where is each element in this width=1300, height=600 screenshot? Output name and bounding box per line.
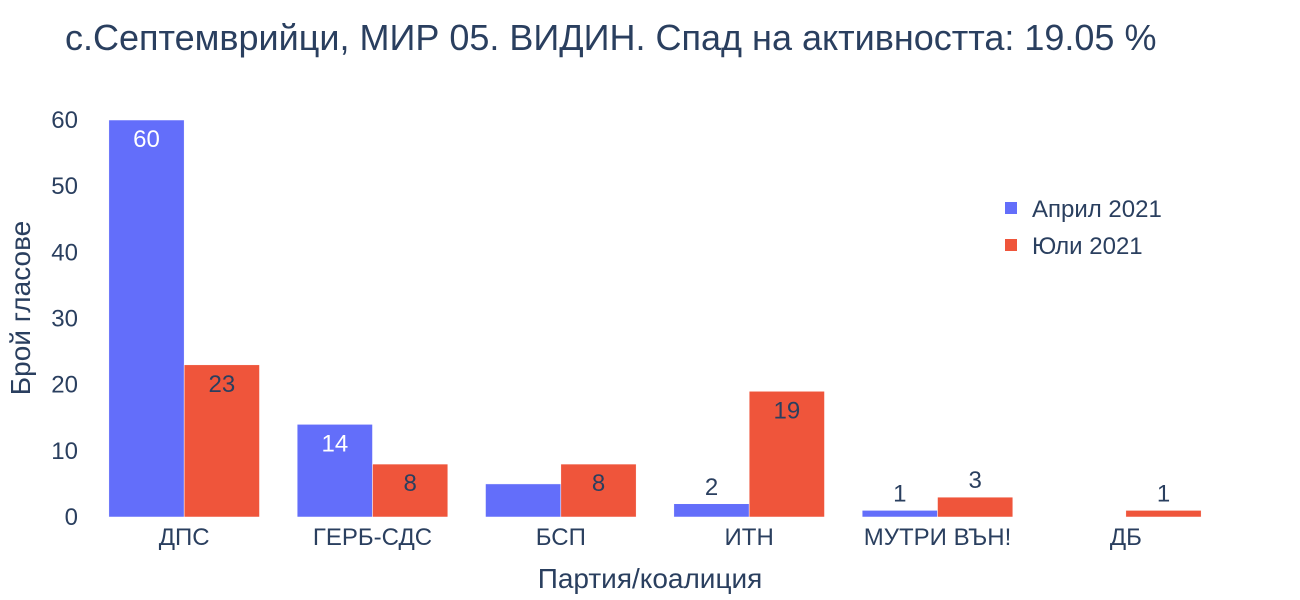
bar-labels: 60 14 5 2 1 23 8 8 19 3 1 [133,126,1170,507]
y-axis-ticks: 0 10 20 30 40 50 60 [51,107,78,531]
bar [183,364,260,518]
bar-label: 5 [516,454,529,481]
bar-label: 1 [1157,480,1170,507]
bar-label: 19 [773,397,800,424]
bar-label: 60 [133,126,160,153]
bar-label: 2 [705,474,718,501]
y-tick-label: 20 [51,372,78,399]
chart-title: с.Септемврийци, МИР 05. ВИДИН. Спад на а… [65,17,1156,58]
bar [748,391,825,518]
y-tick-label: 50 [51,173,78,200]
bar [485,483,562,518]
x-axis-ticks: ДПС ГЕРБ-СДС БСП ИТН МУТРИ ВЪН! ДБ [159,524,1142,551]
legend-label: Април 2021 [1032,196,1162,223]
legend-swatch [1005,239,1017,251]
bar [861,510,938,518]
legend-swatch [1005,202,1017,214]
x-axis-title: Партия/коалиция [538,563,763,594]
bar [108,119,185,518]
x-tick-label: МУТРИ ВЪН! [864,524,1011,551]
x-tick-label: ГЕРБ-СДС [313,524,432,551]
bar [1125,510,1202,518]
bar [937,496,1014,518]
bar-label: 1 [893,480,906,507]
y-tick-label: 30 [51,306,78,333]
y-axis-title: Брой гласове [5,221,36,395]
x-tick-label: ИТН [725,524,774,551]
x-tick-label: ДБ [1110,524,1142,551]
y-tick-label: 60 [51,107,78,134]
legend: Април 2021 Юли 2021 [1005,196,1162,260]
bar [560,463,637,518]
bar-label: 8 [403,470,416,497]
bar [296,424,373,518]
legend-label: Юли 2021 [1032,233,1143,260]
bar [372,463,449,518]
bar-label: 23 [208,371,235,398]
y-tick-label: 10 [51,438,78,465]
bars [108,119,1202,518]
bar [673,503,750,518]
y-tick-label: 0 [65,504,78,531]
x-tick-label: БСП [536,524,586,551]
bar-label: 8 [592,470,605,497]
y-tick-label: 40 [51,239,78,266]
bar-label: 14 [321,430,348,457]
x-tick-label: ДПС [159,524,210,551]
bar-label: 3 [968,467,981,494]
